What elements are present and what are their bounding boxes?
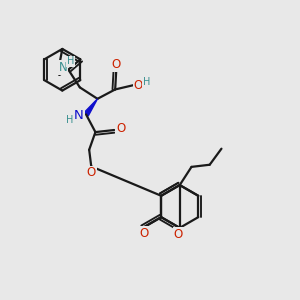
Text: H: H — [67, 56, 74, 67]
Text: O: O — [140, 227, 149, 240]
Text: N: N — [74, 110, 83, 122]
Text: H: H — [143, 77, 150, 87]
Text: O: O — [87, 167, 96, 179]
Text: N: N — [58, 61, 67, 74]
Text: H: H — [66, 116, 74, 125]
Text: O: O — [134, 79, 143, 92]
Text: O: O — [116, 122, 125, 135]
Text: O: O — [112, 58, 121, 71]
Text: O: O — [174, 228, 183, 241]
Polygon shape — [84, 99, 98, 116]
